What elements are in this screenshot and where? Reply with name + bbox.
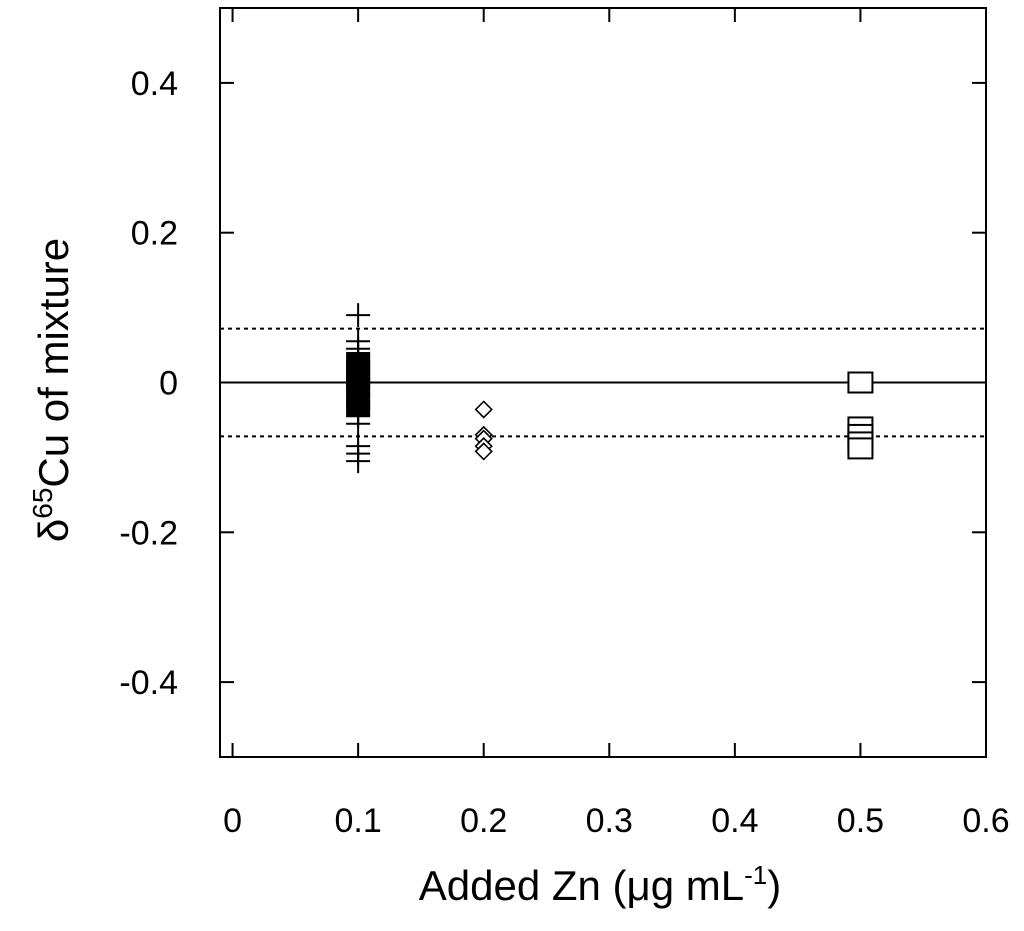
x-tick-label: 0.6 bbox=[962, 802, 1009, 840]
x-axis-title-close: ) bbox=[767, 862, 781, 909]
plus-marker bbox=[346, 449, 371, 474]
y-axis-title-text: Cu of mixture bbox=[30, 238, 77, 488]
x-axis-ticks: 0 0.1 0.2 0.3 0.4 0.5 0.6 bbox=[223, 8, 1010, 840]
x-tick-label: 0 bbox=[223, 802, 242, 840]
open-square-marker bbox=[847, 437, 874, 460]
open-square-marker bbox=[847, 371, 874, 394]
plus-marker bbox=[346, 303, 371, 328]
x-tick-label: 0.5 bbox=[837, 802, 884, 840]
filled-square-marker bbox=[346, 400, 371, 417]
x-tick-label: 0.1 bbox=[334, 802, 381, 840]
y-tick-label: -0.2 bbox=[119, 514, 178, 552]
y-tick-label: -0.4 bbox=[119, 664, 178, 702]
x-axis-title-text: Added Zn ( bbox=[419, 862, 627, 909]
x-axis-title-mu: μ bbox=[627, 862, 651, 909]
y-axis-title-delta: δ bbox=[30, 519, 77, 542]
x-tick-label: 0.3 bbox=[586, 802, 633, 840]
data-markers bbox=[346, 303, 874, 474]
x-axis-title: Added Zn (μg mL-1) bbox=[419, 860, 782, 909]
y-axis-ticks: -0.4 -0.2 0 0.2 0.4 bbox=[119, 65, 986, 702]
x-axis-title-exponent: -1 bbox=[744, 860, 767, 890]
y-tick-label: 0 bbox=[159, 365, 178, 403]
y-tick-label: 0.4 bbox=[131, 65, 178, 103]
x-axis-title-unit: g mL bbox=[651, 862, 744, 909]
x-tick-label: 0.4 bbox=[711, 802, 758, 840]
open-diamond-marker bbox=[474, 442, 493, 461]
y-axis-title: δ65Cu of mixture bbox=[27, 238, 77, 542]
open-diamond-marker bbox=[474, 400, 493, 419]
y-axis-title-isotope: 65 bbox=[27, 488, 58, 519]
y-tick-label: 0.2 bbox=[131, 215, 178, 253]
x-tick-label: 0.2 bbox=[460, 802, 507, 840]
